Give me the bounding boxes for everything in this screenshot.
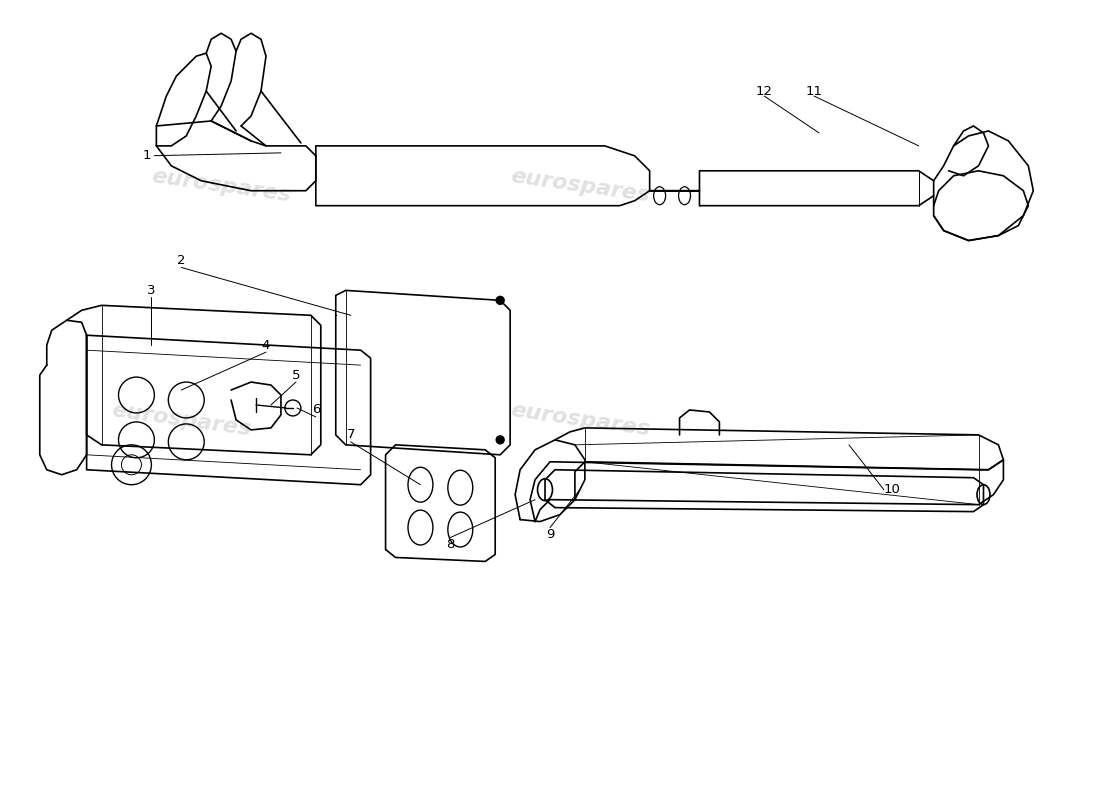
- Text: 12: 12: [756, 85, 773, 98]
- Text: 10: 10: [883, 483, 901, 496]
- Text: eurospares: eurospares: [110, 400, 252, 440]
- Circle shape: [496, 296, 504, 304]
- Text: eurospares: eurospares: [509, 166, 651, 206]
- Text: 9: 9: [546, 528, 554, 541]
- Text: 6: 6: [311, 403, 320, 417]
- Text: 4: 4: [262, 338, 271, 352]
- Circle shape: [496, 436, 504, 444]
- Text: 11: 11: [805, 85, 823, 98]
- Text: eurospares: eurospares: [509, 400, 651, 440]
- Text: 8: 8: [447, 538, 454, 551]
- Text: eurospares: eurospares: [150, 166, 293, 206]
- Text: 5: 5: [292, 369, 300, 382]
- Text: 2: 2: [177, 254, 186, 267]
- Text: 3: 3: [147, 284, 155, 297]
- Text: 1: 1: [143, 150, 280, 162]
- Text: 7: 7: [346, 428, 355, 442]
